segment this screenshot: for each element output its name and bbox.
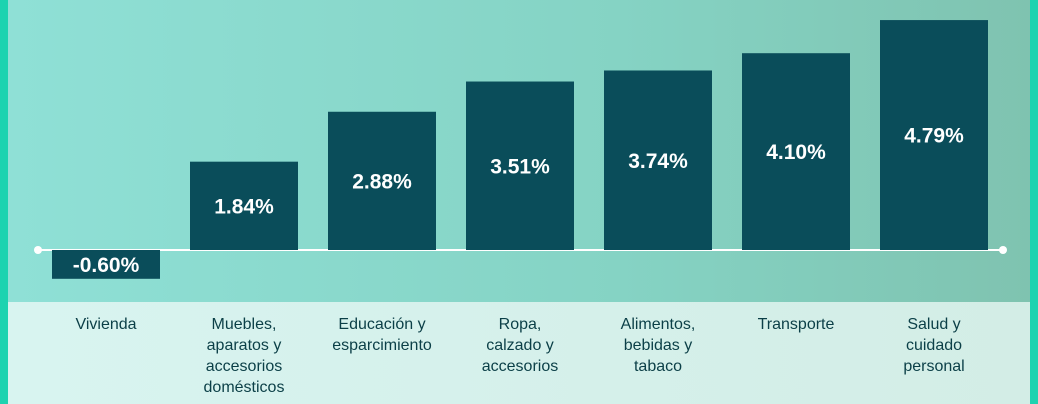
bar (742, 53, 850, 251)
bar (880, 20, 988, 250)
value-label: -0.60% (73, 254, 140, 277)
label-band (8, 302, 1030, 404)
value-label: 2.88% (352, 170, 412, 193)
value-label: 1.84% (214, 195, 274, 218)
category-label: Educación y esparcimiento (332, 316, 432, 354)
category-label: Vivienda (75, 316, 137, 333)
bar (190, 161, 298, 250)
bar (466, 81, 574, 251)
baseline-end (34, 246, 42, 254)
bar (328, 111, 436, 250)
value-label: 4.79% (904, 125, 964, 148)
category-label: Transporte (757, 316, 835, 333)
value-label: 4.10% (766, 141, 826, 164)
bar (604, 70, 712, 250)
baseline-end (999, 246, 1007, 254)
category-label: Ropa, calzado y accesorios (481, 316, 559, 375)
value-label: 3.51% (490, 155, 550, 178)
category-label: Alimentos, bebidas y tabaco (620, 316, 696, 375)
category-label: Salud y cuidado personal (903, 316, 965, 375)
category-label: Muebles, aparatos y accesorios doméstico… (203, 316, 285, 396)
bar (52, 250, 160, 279)
value-label: 3.74% (628, 150, 688, 173)
